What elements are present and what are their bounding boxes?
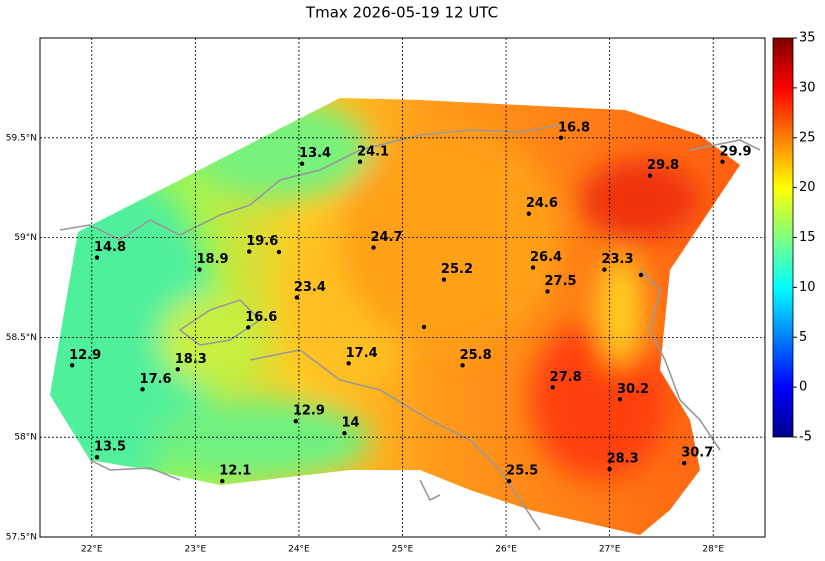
station-value: 19.6 — [246, 234, 278, 249]
station-value: 25.5 — [506, 464, 538, 479]
station-dot — [558, 135, 564, 140]
station-value: 30.7 — [681, 446, 713, 461]
station-dot — [371, 245, 376, 250]
station-value: 18.9 — [197, 252, 229, 267]
x-tick-label: 22°E — [81, 545, 103, 555]
station-value: 12.9 — [293, 404, 325, 419]
colorbar-tick-label: 35 — [799, 31, 816, 46]
station-value: 29.9 — [720, 144, 752, 159]
station-value: 23.4 — [294, 280, 326, 295]
station-dot — [720, 159, 725, 164]
station-dot — [94, 255, 100, 260]
station-value: 24.1 — [357, 144, 389, 159]
colorbar-tick-label: 30 — [799, 80, 816, 95]
map-title: Tmax 2026-05-19 12 UTC — [305, 4, 498, 22]
station-value: 18.3 — [175, 352, 207, 367]
station-dot — [545, 289, 550, 294]
station-dot — [220, 478, 225, 484]
station-value: 17.6 — [140, 372, 172, 387]
x-tick-label: 28°E — [702, 545, 724, 555]
colorbar-tick-label: -5 — [799, 430, 812, 445]
station-dot — [441, 277, 447, 282]
station-value: 16.6 — [245, 310, 277, 325]
station-dot — [526, 211, 532, 216]
colorbar-tick-label: 25 — [799, 130, 816, 145]
station-value: 24.7 — [371, 230, 403, 245]
station-value: 17.4 — [346, 346, 378, 361]
station-dot — [357, 159, 363, 164]
station-dot — [197, 267, 202, 272]
station-value: 29.8 — [647, 158, 679, 173]
x-tick-label: 26°E — [495, 545, 517, 555]
station-value: 24.6 — [526, 196, 558, 211]
station-dot — [299, 161, 305, 166]
colorbar-tick-label: 0 — [799, 380, 807, 395]
station-dot — [638, 272, 644, 278]
colorbar — [772, 37, 794, 438]
coastline — [59, 124, 761, 531]
station-dot — [506, 478, 512, 484]
colorbar-tick-label: 10 — [799, 280, 816, 295]
plot-frame — [39, 37, 766, 538]
y-tick-label: 59.5°N — [6, 133, 37, 143]
x-tick-label: 23°E — [185, 545, 207, 555]
station-value: 25.8 — [460, 348, 492, 363]
station-value: 14.8 — [94, 240, 126, 255]
station-value: 13.4 — [299, 146, 331, 161]
station-dot — [140, 387, 145, 392]
station-dot — [647, 173, 653, 178]
y-tick-label: 59°N — [14, 233, 37, 243]
station-dot — [602, 267, 607, 272]
station-dot — [94, 454, 100, 460]
station-dot — [245, 325, 251, 330]
station-dot — [607, 466, 612, 472]
station-dot — [550, 385, 555, 390]
station-value: 23.3 — [601, 252, 633, 267]
x-tick-label: 27°E — [599, 545, 621, 555]
station-dot — [346, 361, 351, 366]
station-dot — [342, 431, 347, 436]
station-dot — [69, 363, 75, 368]
station-value: 27.8 — [550, 370, 582, 385]
station-dot — [682, 460, 687, 466]
y-tick-label: 58°N — [14, 433, 37, 443]
station-value: 26.4 — [530, 250, 562, 265]
colorbar-tick-label: 20 — [799, 180, 816, 195]
colorbar-tick-label: 5 — [799, 330, 807, 345]
y-tick-label: 57.5°N — [6, 533, 37, 543]
station-dot — [460, 363, 465, 368]
station-value: 25.2 — [441, 262, 473, 277]
station-dot — [294, 295, 300, 300]
x-tick-label: 24°E — [288, 545, 310, 555]
station-dot — [530, 265, 536, 270]
station-value: 27.5 — [545, 274, 577, 289]
station-dot — [617, 397, 623, 402]
station-value: 12.1 — [219, 464, 251, 479]
station-dot — [247, 249, 252, 254]
station-value: 28.3 — [607, 452, 639, 467]
station-value: 14 — [342, 416, 360, 431]
station-value: 30.2 — [617, 382, 649, 397]
y-tick-label: 58.5°N — [6, 333, 37, 343]
station-dot — [276, 249, 282, 255]
station-value: 16.8 — [558, 120, 590, 135]
station-dot — [175, 367, 180, 372]
station-value: 13.5 — [94, 440, 126, 455]
station-dot — [293, 419, 299, 424]
x-tick-label: 25°E — [392, 545, 414, 555]
station-value: 12.9 — [69, 348, 101, 363]
colorbar-tick-label: 15 — [799, 230, 816, 245]
station-dot — [421, 324, 427, 330]
